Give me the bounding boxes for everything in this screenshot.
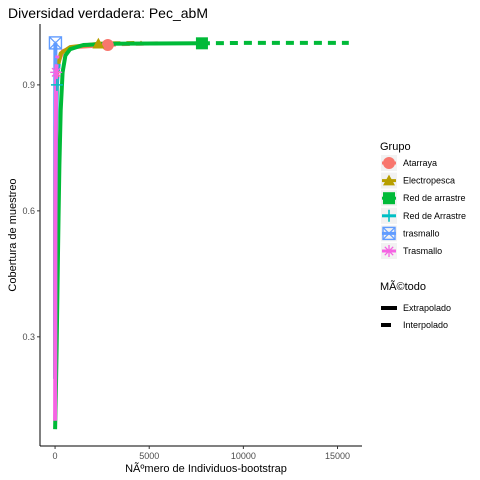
legend-method-entries: Extrapolado Interpolado: [381, 303, 451, 330]
square-marker-shape: [383, 192, 395, 205]
y-tick-label: 0.6: [22, 206, 35, 216]
series-layer: [48, 36, 349, 430]
chart-title: Diversidad verdadera: Pec_abM: [8, 5, 208, 21]
legend-method-title: MÃ©todo: [380, 280, 426, 293]
triangle-marker-shape: [92, 37, 105, 49]
y-tick-label: 0.3: [22, 332, 35, 342]
legend-group-item: trasmallo: [381, 225, 440, 242]
series-observed-marker-5: [50, 66, 63, 79]
legend-group-label: trasmallo: [403, 228, 440, 238]
legend-group-entries: Atarraya Electropesca Red de arrastre Red d…: [381, 155, 466, 259]
x-marker-shape: [382, 226, 396, 240]
legend-group-item: Atarraya: [381, 155, 437, 171]
legend-method-item: Interpolado: [381, 320, 448, 330]
series-observed-marker-0: [101, 38, 114, 51]
legend-key-marker: [382, 226, 396, 241]
legend-method-label: Extrapolado: [403, 303, 451, 313]
legend-group-label: Red de Arrastre: [403, 211, 466, 221]
circle-marker-shape: [383, 157, 395, 169]
square-marker-shape: [382, 226, 396, 241]
legend-method-item: Extrapolado: [381, 303, 451, 313]
circle-marker-shape: [101, 38, 114, 51]
legend-group-item: Trasmallo: [381, 243, 442, 259]
square-marker-shape: [48, 36, 63, 50]
axes: 0 5000 10000 15000 0.3 0.6 0.9: [22, 24, 362, 461]
legend-key-marker: [383, 192, 395, 205]
plus-marker-shape: [50, 78, 63, 91]
legend-group-item: Red de arrastre: [381, 190, 466, 207]
legend-key-marker: [383, 174, 395, 186]
triangle-marker-shape: [383, 174, 395, 186]
x-tick-label: 10000: [231, 451, 256, 461]
series-interpolated-line: [53, 72, 59, 421]
legend-group-item: Red de Arrastre: [381, 207, 466, 224]
y-axis-title: Cobertura de muestreo: [7, 178, 19, 291]
x-tick-label: 0: [53, 451, 58, 461]
legend-key-marker: [383, 157, 395, 169]
series-observed-marker-2: [195, 37, 208, 50]
x-axis-title: NÃºmero de Individuos-bootstrap: [125, 462, 287, 475]
series-observed-marker-3: [50, 78, 63, 91]
plus-marker-shape: [383, 209, 395, 222]
asterisk-marker-shape: [50, 66, 63, 79]
legend: Grupo Atarraya Electropesca Red de arrastr…: [380, 141, 466, 330]
y-tick-label: 0.9: [22, 80, 35, 90]
legend-method-label: Interpolado: [403, 320, 448, 330]
series-observed-marker-4: [48, 36, 63, 50]
legend-group-label: Atarraya: [403, 158, 437, 168]
plot-panel: [40, 24, 362, 446]
legend-group-item: Electropesca: [381, 172, 455, 189]
legend-group-label: Electropesca: [403, 176, 455, 186]
legend-group-label: Trasmallo: [403, 246, 442, 256]
asterisk-marker-shape: [383, 245, 395, 257]
series-5: [53, 55, 60, 421]
legend-key-marker: [383, 209, 395, 222]
legend-key-marker: [383, 245, 395, 257]
square-marker-shape: [195, 37, 208, 50]
x-marker-shape: [49, 36, 62, 50]
panel-background: [40, 24, 362, 446]
x-tick-label: 15000: [325, 451, 350, 461]
legend-group-label: Red de arrastre: [403, 193, 466, 203]
series-observed-marker-1: [92, 37, 105, 49]
x-tick-label: 5000: [139, 451, 159, 461]
legend-group-title: Grupo: [380, 141, 411, 153]
